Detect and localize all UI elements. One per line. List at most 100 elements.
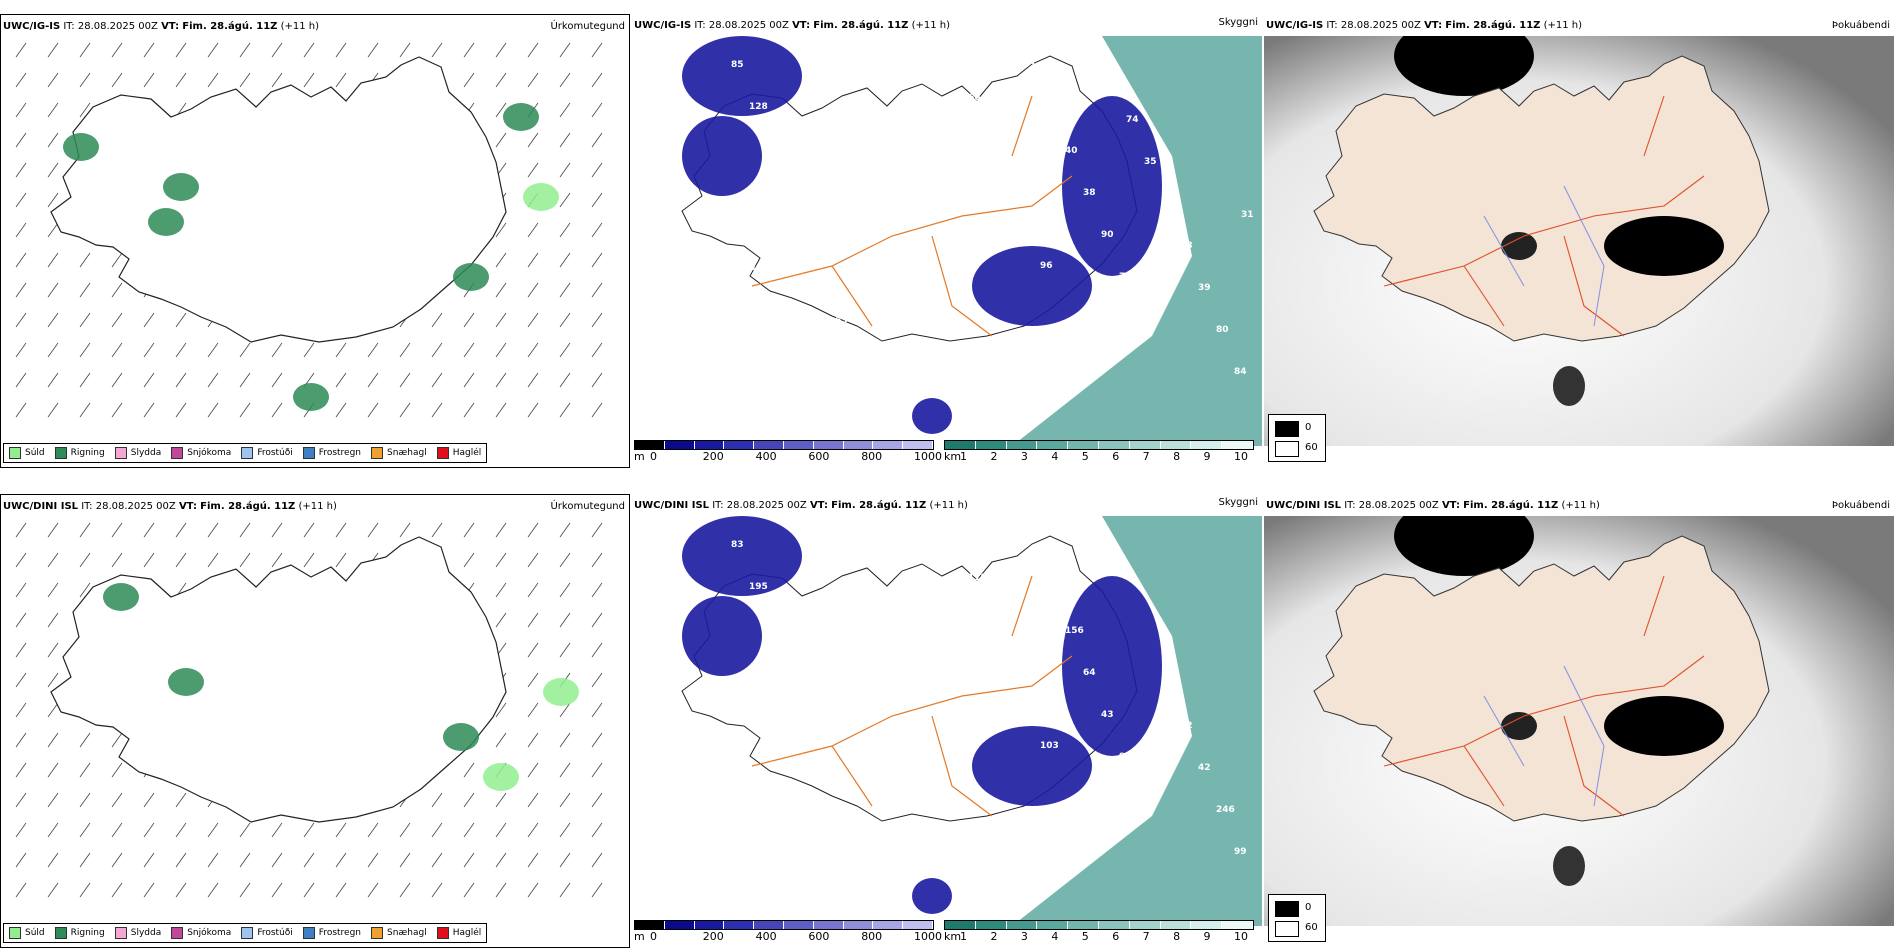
cloud-base-label: 90: [1101, 230, 1114, 240]
cloud-base-label: 96: [925, 166, 938, 176]
wind-barb: [559, 732, 571, 748]
wind-barb: [495, 222, 507, 238]
cloud-base-label: 57: [677, 294, 690, 304]
colorbar-tick: 1000: [914, 930, 942, 943]
wind-barb: [495, 132, 507, 148]
panel-title: Þokuábendi: [1831, 500, 1890, 511]
colorbar-segment: [1068, 921, 1099, 929]
wind-barb: [111, 552, 123, 568]
fog-legend: 0 60: [1268, 894, 1326, 942]
wind-barb: [559, 372, 571, 388]
wind-barb: [367, 882, 379, 898]
wind-barb: [143, 372, 155, 388]
colorbar-tick: 6: [1112, 930, 1120, 943]
legend-swatch: [171, 927, 184, 939]
wind-barb: [559, 312, 571, 328]
wind-barb: [79, 732, 91, 748]
wind-barb: [367, 852, 379, 868]
cloud-base-label: 195: [749, 582, 768, 592]
colorbar-strip: [634, 920, 934, 930]
colorbar-tick: 8: [1173, 930, 1181, 943]
cloud-base-label: 39: [677, 774, 690, 784]
cloud-base-label: 246: [1216, 805, 1235, 815]
cloud-base-label: 220: [810, 551, 829, 561]
colorbar-strip: [944, 920, 1254, 930]
legend-item: Frostregn: [302, 927, 361, 939]
fog-dark-area: [1553, 846, 1585, 886]
legend-label: Snjókoma: [187, 448, 232, 458]
wind-barb: [175, 822, 187, 838]
wind-barb: [111, 342, 123, 358]
cloud-base-label: 43: [853, 358, 866, 368]
fog-legend-swatch: [1275, 441, 1299, 457]
wind-barb: [15, 792, 27, 808]
fog-dark-area: [1604, 696, 1724, 756]
legend-swatch: [302, 927, 315, 939]
colorbar-segment: [1191, 921, 1223, 929]
cloud-base-label: 103: [1040, 741, 1059, 751]
wind-barb: [591, 762, 603, 778]
cloud-base-label: 42: [1198, 763, 1211, 773]
wind-barb: [399, 852, 411, 868]
cloud-base-label: 38: [774, 347, 787, 357]
wind-barb: [527, 672, 539, 688]
legend-item: Haglél: [436, 447, 481, 459]
colorbar-unit: m: [634, 930, 645, 943]
panel-title: Þokuábendi: [1831, 20, 1890, 31]
cloud-base-label: 84: [1234, 367, 1247, 377]
wind-barb: [79, 312, 91, 328]
wind-barb: [239, 42, 251, 58]
cloud-base-label: 58: [1180, 241, 1193, 251]
panel-header: UWC/DINI ISL IT: 28.08.2025 00Z VT: Fim.…: [634, 500, 968, 511]
cloud-base-label: 42: [1180, 721, 1193, 731]
wind-barb: [239, 882, 251, 898]
wind-barb: [463, 522, 475, 538]
cloud-base-label: 79: [713, 378, 726, 388]
wind-barb: [15, 642, 27, 658]
legend-item: Frostúði: [241, 927, 293, 939]
colorbar-tick: 800: [861, 450, 883, 463]
visibility-colorbar: km 1 2 3 4 5 6 7 8 9 10: [944, 920, 1254, 944]
wind-barb: [47, 372, 59, 388]
road-network: [751, 95, 1073, 337]
colorbar-tick: 1: [960, 930, 967, 943]
precip-panel-row1: UWC/IG-IS IT: 28.08.2025 00Z VT: Fim. 28…: [0, 14, 630, 468]
colorbar-segment: [1129, 921, 1161, 929]
colorbar-segment: [1068, 441, 1099, 449]
wind-barb: [15, 72, 27, 88]
colorbar-tick: 400: [755, 930, 777, 943]
wind-barb: [495, 312, 507, 328]
wind-barb: [303, 522, 315, 538]
wind-barb: [431, 342, 443, 358]
wind-barb: [431, 312, 443, 328]
wind-barb: [303, 72, 315, 88]
wind-barb: [207, 822, 219, 838]
visibility-area: [1012, 36, 1262, 446]
cloud-base-label: 82: [695, 816, 708, 826]
precip-area: [168, 668, 204, 696]
colorbar-segment: [1006, 441, 1038, 449]
wind-barb: [463, 342, 475, 358]
wind-barb: [527, 612, 539, 628]
wind-barb: [79, 252, 91, 268]
wind-barb: [591, 72, 603, 88]
precip-area: [483, 763, 519, 791]
wind-barb: [463, 552, 475, 568]
road-network: [1383, 575, 1705, 817]
wind-barb: [79, 822, 91, 838]
cloud-base-label: 115: [871, 880, 890, 890]
wind-barb: [47, 882, 59, 898]
low-cloud-area: [682, 596, 762, 676]
wind-barb: [495, 252, 507, 268]
cloud-base-label: 46: [1004, 657, 1017, 667]
low-cloud-area: [1062, 576, 1162, 756]
cloudbase-panel-row2: UWC/DINI ISL IT: 28.08.2025 00Z VT: Fim.…: [632, 494, 1262, 948]
colorbar-segment: [754, 921, 784, 929]
legend-label: Rigning: [70, 448, 105, 458]
wind-barb: [559, 282, 571, 298]
wind-barb: [367, 42, 379, 58]
wind-barb: [495, 732, 507, 748]
wind-barb: [239, 72, 251, 88]
wind-barb: [143, 402, 155, 418]
legend-swatch: [171, 447, 184, 459]
